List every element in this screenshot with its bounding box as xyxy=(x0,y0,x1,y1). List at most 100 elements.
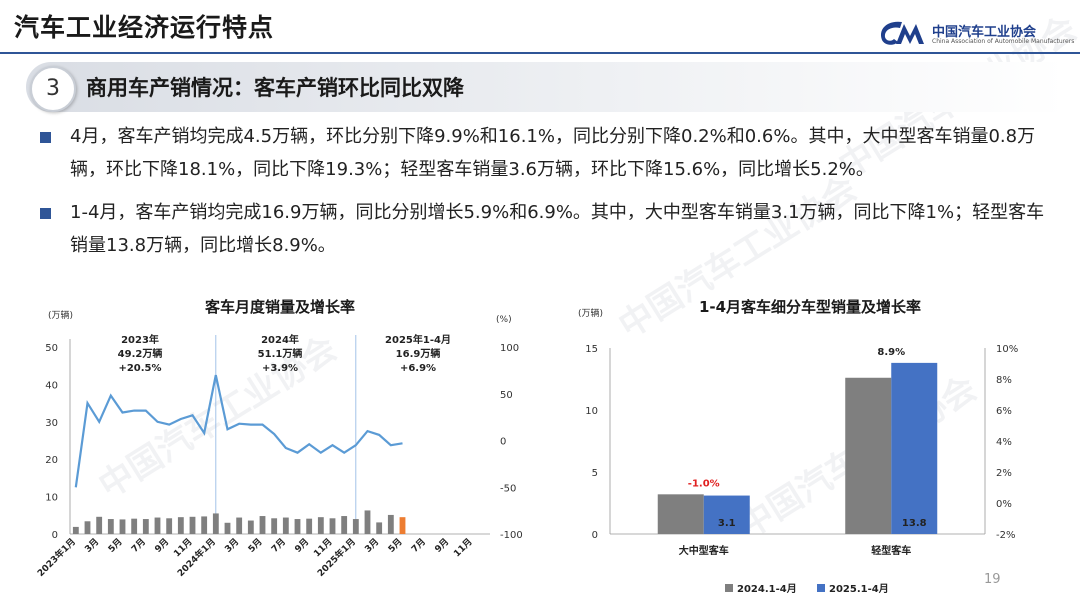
y-tick-label: 0 xyxy=(592,530,598,541)
section-number: 3 xyxy=(30,66,76,112)
x-tick-label: 3月 xyxy=(223,536,242,555)
sales-bar xyxy=(376,522,383,534)
sales-bar xyxy=(352,519,359,534)
y-tick-label: 10 xyxy=(45,493,58,504)
y2-tick-label: 6% xyxy=(996,406,1012,417)
header-divider xyxy=(0,52,1080,54)
x-tick-label: 5月 xyxy=(246,536,265,555)
sales-bar xyxy=(166,518,173,534)
y2-tick-label: 0 xyxy=(500,437,506,448)
logo-name-cn: 中国汽车工业协会 xyxy=(932,25,1037,40)
y-tick-label: 30 xyxy=(45,418,58,429)
period-annotation-value: 16.9万辆 xyxy=(396,347,441,360)
y2-tick-label: 50 xyxy=(500,390,513,401)
chart2-title: 1-4月客车细分车型销量及增长率 xyxy=(698,298,922,316)
period-annotation-label: 2025年1-4月 xyxy=(385,333,451,346)
x-tick-label: 3月 xyxy=(363,536,382,555)
sales-bar xyxy=(142,519,149,534)
sales-bar xyxy=(96,516,103,534)
period-annotation-rate: +6.9% xyxy=(400,363,436,374)
y-tick-label: 0 xyxy=(52,530,58,541)
period-annotation-rate: +20.5% xyxy=(118,363,161,374)
y2-tick-label: 0% xyxy=(996,499,1012,510)
y-axis-unit-label: (万辆) xyxy=(48,309,73,321)
y2-axis-unit-label: (%) xyxy=(496,315,512,325)
x-tick-label: 11月 xyxy=(452,536,475,559)
period-annotation-label: 2023年 xyxy=(121,333,159,346)
y-tick-label: 10 xyxy=(585,406,598,417)
sales-bar xyxy=(364,510,371,534)
y2-tick-label: 2% xyxy=(996,468,1012,479)
segment-sales-chart: (万辆) 0 5 10 15 -2% 0% 2% 4% 6% 8% 10% 3.1 -1.0% 大中型客车 1… xyxy=(578,307,1018,595)
chart1-title: 客车月度销量及增长率 xyxy=(204,298,355,316)
y-tick-label: 20 xyxy=(45,455,58,466)
x-tick-label: 9月 xyxy=(433,536,452,555)
period-annotation-label: 2024年 xyxy=(261,333,299,346)
sales-bar xyxy=(119,519,126,534)
y-axis-unit-label: (万辆) xyxy=(578,307,603,319)
caam-logo: 中国汽车工业协会 China Association of Automobile… xyxy=(876,18,1074,52)
sales-bar xyxy=(317,517,324,534)
sales-bar xyxy=(271,518,278,534)
bullet-marker xyxy=(40,132,51,143)
x-tick-label: 9月 xyxy=(293,536,312,555)
y-tick-label: 15 xyxy=(585,344,598,355)
x-tick-label: 7月 xyxy=(409,536,428,555)
y-tick-label: 50 xyxy=(45,343,58,354)
bullet-text: 1-4月，客车产销均完成16.9万辆，同比分别增长5.9%和6.9%。其中，大中… xyxy=(70,202,1045,256)
segment-bar xyxy=(657,494,704,534)
period-annotation-value: 51.1万辆 xyxy=(258,347,303,360)
sales-bar xyxy=(212,513,219,534)
caam-logo-icon xyxy=(880,21,924,45)
x-tick-label: 5月 xyxy=(106,536,125,555)
sales-bar xyxy=(306,518,313,534)
monthly-sales-chart: (万辆) (%) 0 10 20 30 40 50 -100 -50 0 50 100 2023年49.2… xyxy=(35,309,523,579)
sales-bar xyxy=(107,519,114,534)
sales-bar xyxy=(84,521,91,534)
period-annotation-value: 49.2万辆 xyxy=(118,347,163,360)
segment-bar xyxy=(845,377,892,534)
sales-bar xyxy=(329,518,336,534)
growth-rate-label: -1.0% xyxy=(688,478,720,489)
y-tick-label: 5 xyxy=(592,468,598,479)
page-title: 汽车工业经济运行特点 xyxy=(14,13,275,42)
sales-bar xyxy=(236,517,243,534)
sales-bar xyxy=(282,517,289,534)
x-tick-label: 7月 xyxy=(269,536,288,555)
y2-tick-label: 10% xyxy=(996,344,1018,355)
sales-bar xyxy=(72,526,79,534)
y2-tick-label: 100 xyxy=(500,343,519,354)
sales-bar xyxy=(201,516,208,534)
bullet-item: 4月，客车产销均完成4.5万辆，环比分别下降9.9%和16.1%，同比分别下降0… xyxy=(40,120,1050,186)
sales-bar xyxy=(224,522,231,534)
x-tick-label: 7月 xyxy=(129,536,148,555)
page-number: 19 xyxy=(984,572,1001,587)
logo-name-en: China Association of Automobile Manufact… xyxy=(932,38,1075,45)
sales-bar xyxy=(387,514,394,534)
segment-bar xyxy=(703,495,750,534)
sales-bar xyxy=(131,518,138,534)
growth-rate-label: 8.9% xyxy=(877,347,905,358)
legend-label: 2024.1-4月 xyxy=(737,583,797,595)
sales-bar xyxy=(177,517,184,534)
sales-bar xyxy=(189,516,196,534)
bar-value-label: 3.1 xyxy=(718,518,736,529)
y2-tick-label: -100 xyxy=(500,530,523,541)
category-label: 轻型客车 xyxy=(871,544,911,557)
sales-bar xyxy=(341,516,348,534)
bullet-marker xyxy=(40,208,51,219)
y2-tick-label: 8% xyxy=(996,375,1012,386)
segment-bar xyxy=(891,362,938,534)
legend-swatch xyxy=(817,584,825,592)
bar-value-label: 13.8 xyxy=(902,518,927,529)
x-tick-label: 2023年1月 xyxy=(35,536,78,579)
y2-tick-label: 4% xyxy=(996,437,1012,448)
x-tick-label: 5月 xyxy=(386,536,405,555)
section-title: 商用车产销情况：客车产销环比同比双降 xyxy=(86,76,464,100)
sales-bar xyxy=(247,520,254,534)
bullet-item: 1-4月，客车产销均完成16.9万辆，同比分别增长5.9%和6.9%。其中，大中… xyxy=(40,196,1050,262)
sales-bar xyxy=(154,517,161,534)
sales-bar xyxy=(294,519,301,534)
y2-tick-label: -50 xyxy=(500,483,516,494)
growth-rate-line xyxy=(74,374,403,488)
